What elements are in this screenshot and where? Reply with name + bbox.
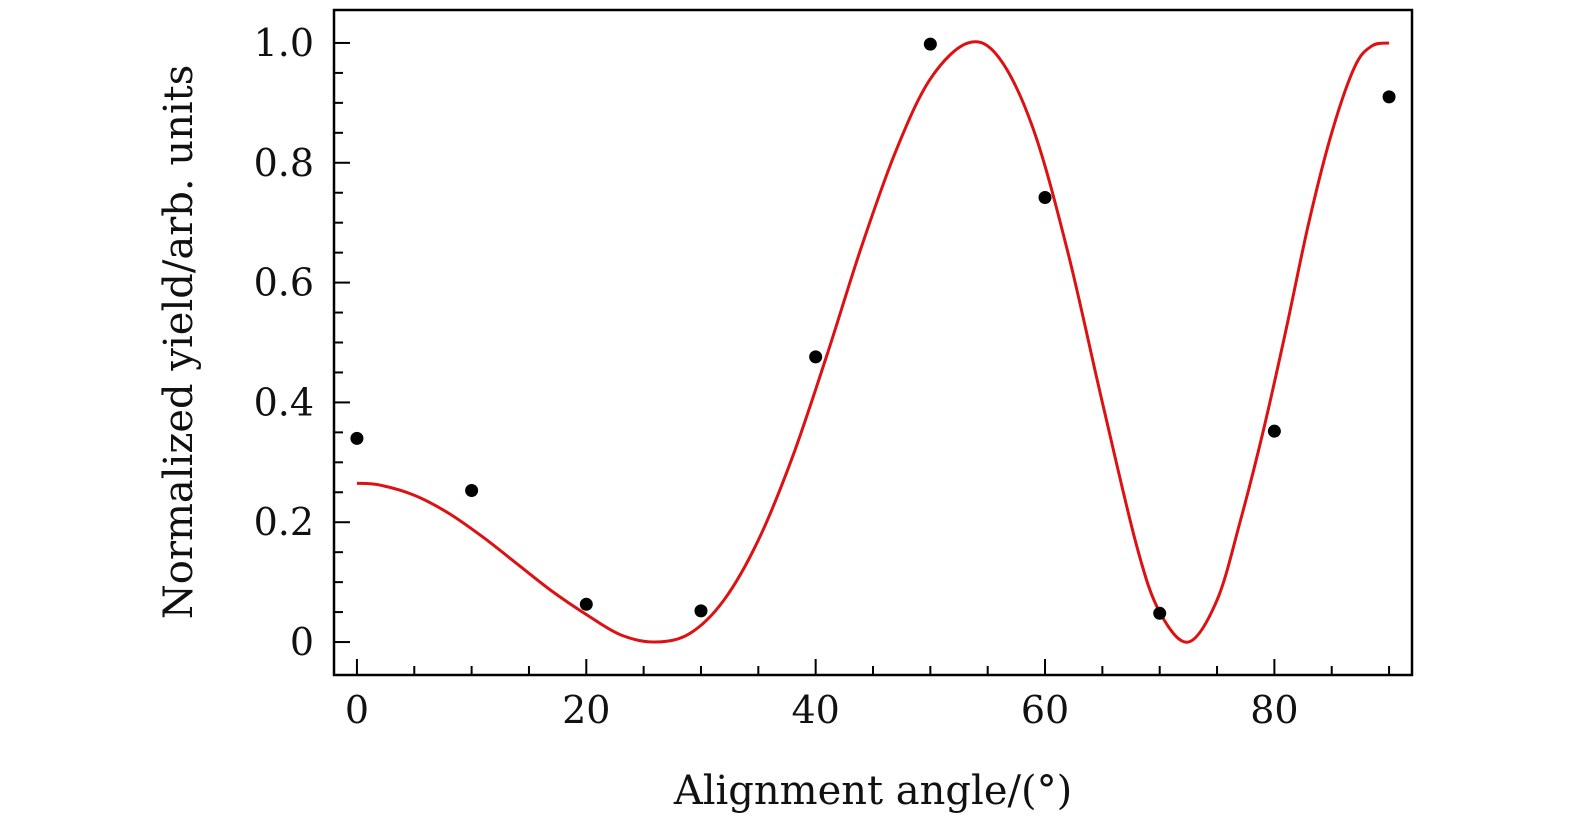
data-point: [1153, 606, 1167, 620]
ticks: [334, 41, 1391, 675]
fit-curve-layer: [356, 40, 1390, 644]
x-tick-label: 60: [1021, 688, 1069, 732]
data-point: [923, 37, 937, 51]
y-axis-title: Normalized yield/arb. units: [156, 65, 202, 620]
data-point: [809, 350, 823, 364]
y-tick-label: 0.2: [254, 500, 314, 544]
data-point: [350, 431, 364, 445]
plot-frame: [332, 8, 1414, 677]
y-tick-label: 0: [290, 620, 314, 664]
y-tick-label: 0.6: [254, 261, 314, 305]
data-point: [1267, 424, 1281, 438]
y-tick-label: 0.8: [254, 141, 314, 185]
data-points-layer: [350, 37, 1396, 620]
tick-labels-layer: 0 20 40 60 80 0 0.2 0.4 0.6 0.8 1.0: [254, 21, 1299, 732]
data-point: [465, 483, 479, 497]
data-point: [694, 604, 708, 618]
data-point: [1382, 90, 1396, 104]
data-point: [1038, 191, 1052, 205]
x-tick-label: 80: [1250, 688, 1298, 732]
x-tick-label: 20: [562, 688, 610, 732]
fit-curve: [356, 40, 1390, 644]
data-point: [579, 597, 593, 611]
x-axis-title: Alignment angle/(°): [673, 768, 1072, 814]
x-tick-label: 0: [345, 688, 369, 732]
x-tick-label: 40: [791, 688, 839, 732]
y-tick-label: 0.4: [254, 380, 314, 424]
y-tick-label: 1.0: [254, 21, 314, 65]
